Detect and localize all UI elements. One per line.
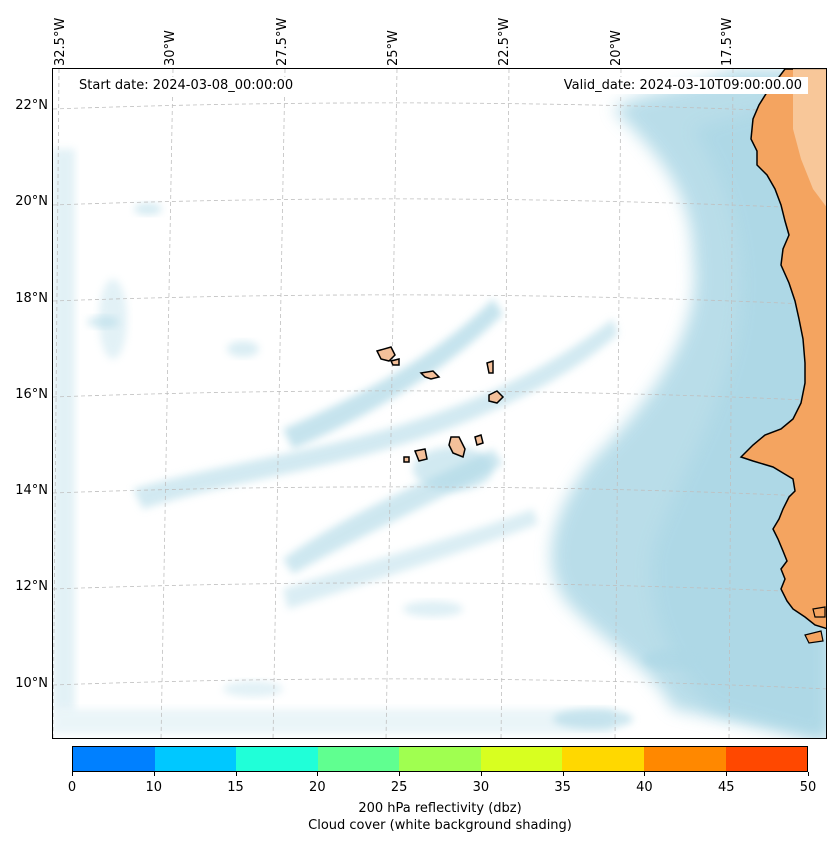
cloud-patch — [413, 447, 493, 491]
map-panel[interactable]: Start date: 2024-03-08_00:00:00 Valid_da… — [52, 68, 827, 739]
colorbar-tickmark — [317, 772, 319, 776]
gridline-lat — [53, 678, 826, 690]
lon-label-30w: 30°W — [163, 30, 178, 66]
lon-label-27.5w: 27.5°W — [275, 17, 290, 66]
map-canvas — [53, 69, 826, 738]
africa-land-light — [793, 69, 826, 207]
colorbar-segment — [317, 747, 400, 771]
lat-label-14n: 14°N — [15, 483, 48, 498]
africa-landmass — [739, 69, 826, 630]
colorbar-tick-label: 15 — [227, 780, 244, 795]
valid-date-label: Valid_date: 2024-03-10T09:00:00.00 — [557, 77, 808, 94]
lon-label-25w: 25°W — [386, 30, 401, 66]
lon-label-32.5w: 32.5°W — [53, 17, 68, 66]
cloud-band-north — [283, 299, 503, 449]
gridline-lat — [53, 582, 826, 594]
guinea-bissau-islands — [812, 606, 826, 618]
cloud-band-middle — [133, 319, 618, 509]
colorbar-segment — [154, 747, 237, 771]
colorbar-tick-label: 40 — [636, 780, 653, 795]
cloud-patch — [87, 316, 119, 328]
start-date-label: Start date: 2024-03-08_00:00:00 — [73, 77, 300, 94]
colorbar-segment — [725, 747, 808, 771]
cape-verde-islands — [375, 346, 505, 463]
island-santo-antao — [375, 346, 396, 362]
colorbar-segment — [73, 747, 155, 771]
colorbar-tick-label: 0 — [67, 780, 77, 795]
lat-label-22n: 22°N — [15, 98, 48, 113]
island-brava — [403, 456, 410, 463]
colorbar-segment — [480, 747, 563, 771]
island-sao-nicolau — [419, 370, 441, 380]
colorbar-tick-label: 50 — [799, 780, 817, 795]
cloud-patch — [134, 203, 162, 215]
island-fogo — [413, 448, 428, 462]
gridline-lat — [53, 102, 826, 114]
colorbar-segment — [562, 747, 644, 771]
colorbar-segment — [399, 747, 481, 771]
cloud-cover-layer — [53, 69, 826, 738]
colorbar-tickmark — [480, 772, 482, 776]
colorbar-label: 200 hPa reflectivity (dbz) — [358, 801, 522, 816]
colorbar-tickmark — [235, 772, 237, 776]
colorbar-tickmark — [644, 772, 646, 776]
island-boa-vista — [488, 390, 505, 404]
lat-label-18n: 18°N — [15, 291, 48, 306]
colorbar-tickmark — [726, 772, 728, 776]
cloud-patch — [227, 341, 259, 357]
lon-label-17.5w: 17.5°W — [720, 17, 735, 66]
cloud-patch — [223, 681, 283, 697]
cloud-patch — [643, 649, 703, 669]
gridline-lon — [385, 69, 398, 738]
colorbar-tickmark — [153, 772, 155, 776]
gridline-lat — [53, 390, 826, 402]
lat-label-10n: 10°N — [15, 676, 48, 691]
cloud-edge-bottom — [53, 709, 613, 734]
lon-label-20w: 20°W — [609, 30, 624, 66]
colorbar — [72, 746, 808, 772]
colorbar-tick-label: 45 — [717, 780, 735, 795]
gridline-lat — [53, 198, 826, 210]
colorbar-tick-label: 25 — [390, 780, 408, 795]
island-santiago — [448, 436, 466, 459]
cloud-patch — [403, 601, 463, 617]
colorbar-tickmark — [562, 772, 564, 776]
lon-label-22.5w: 22.5°W — [497, 17, 512, 66]
island-maio — [474, 434, 484, 446]
colorbar-tick-label: 35 — [554, 780, 571, 795]
gridlines — [53, 69, 826, 738]
colorbar-sublabel: Cloud cover (white background shading) — [308, 818, 572, 833]
cloud-band-lower — [283, 509, 538, 609]
colorbar-tick-label: 10 — [145, 780, 163, 795]
colorbar-tickmark — [399, 772, 401, 776]
gridline-lat — [53, 486, 826, 498]
colorbar-tick-label: 20 — [309, 780, 326, 795]
lat-label-16n: 16°N — [15, 387, 48, 402]
colorbar-segment — [643, 747, 726, 771]
gridline-lon — [272, 69, 286, 738]
lat-label-20n: 20°N — [15, 194, 48, 209]
gridline-lon — [160, 69, 174, 738]
colorbar-tickmark — [808, 772, 809, 776]
island-sao-vicente — [389, 358, 400, 366]
colorbar-tickmark — [72, 772, 73, 776]
guinea-bissau-islands — [804, 630, 824, 644]
island-sal — [486, 359, 494, 374]
gridline-lat — [53, 294, 826, 306]
lat-label-12n: 12°N — [15, 579, 48, 594]
colorbar-segment — [236, 747, 318, 771]
colorbar-tick-label: 30 — [472, 780, 490, 795]
cloud-edge-left — [53, 149, 75, 709]
